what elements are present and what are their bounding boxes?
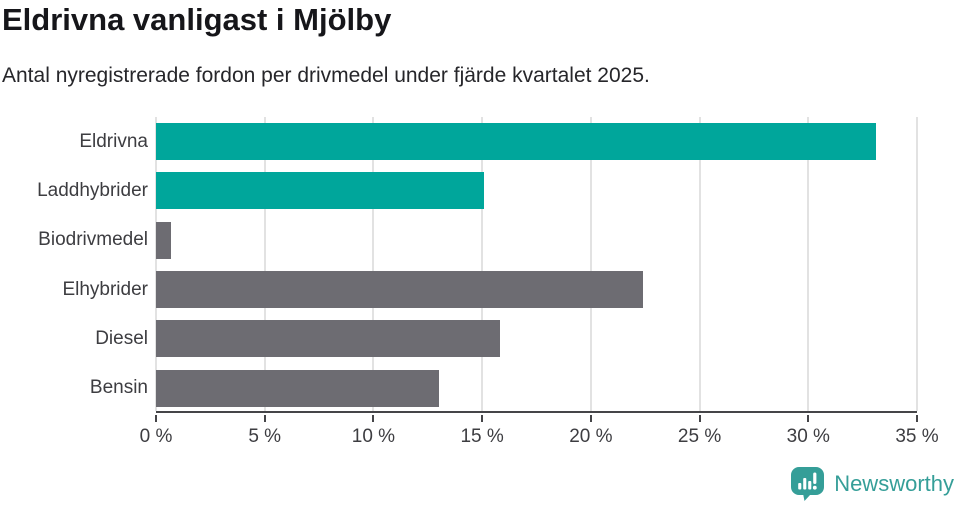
axis-tick-label: 0 %	[139, 426, 173, 447]
category-labels: Eldrivna Laddhybrider Biodrivmedel Elhybrid…	[0, 117, 148, 413]
bar-eldrivna	[156, 123, 876, 160]
bar-row	[156, 265, 917, 314]
axis-tick	[916, 415, 918, 422]
axis-tick	[589, 415, 592, 422]
axis-tick-label: 25 %	[677, 426, 722, 447]
bar-elhybrider	[156, 270, 644, 308]
axis-tick-label: 15 %	[460, 426, 504, 447]
category-label: Eldrivna	[79, 130, 148, 152]
axis-tick	[155, 415, 157, 422]
bar-biodrivmedel	[156, 221, 172, 259]
newsworthy-logo-link[interactable]: Newsworthy	[791, 467, 954, 501]
gridline	[807, 117, 810, 411]
bar-row	[156, 314, 917, 363]
newsworthy-wordmark: Newsworthy	[834, 471, 954, 496]
bar-row	[156, 166, 917, 215]
axis-tick-label: 30 %	[786, 426, 830, 447]
gridline	[698, 117, 701, 411]
bar-laddhybrider	[156, 172, 485, 210]
category-label: Biodrivmedel	[38, 229, 148, 251]
bar-diesel	[156, 320, 500, 358]
chart-subtitle: Antal nyregistrerade fordon per drivmede…	[2, 64, 650, 87]
axis-tick-label: 10 %	[351, 426, 396, 447]
gridline	[155, 117, 157, 411]
axis-tick-label: 35 %	[895, 426, 939, 447]
gridline	[481, 117, 484, 411]
chart-title: Eldrivna vanligast i Mjölby	[2, 2, 392, 37]
bar-row	[156, 364, 917, 413]
category-label: Bensin	[89, 377, 148, 399]
axis-tick	[372, 415, 375, 422]
axis-tick	[263, 415, 266, 422]
category-label: Elhybrider	[62, 278, 148, 300]
plot-area: 0 % 5 % 10 % 15 % 20 % 25 % 30 % 35 %	[140, 117, 939, 447]
axis-tick	[481, 415, 484, 422]
axis-tick	[807, 415, 810, 422]
gridline	[589, 117, 592, 411]
category-label: Laddhybrider	[37, 179, 148, 201]
bar-row	[156, 117, 917, 166]
newsworthy-icon	[791, 467, 825, 501]
axis-tick-label: 5 %	[248, 426, 282, 447]
gridline	[372, 117, 375, 411]
axis-tick-label: 20 %	[569, 426, 613, 447]
bar-bensin	[156, 369, 439, 407]
gridline	[916, 117, 918, 411]
axis-tick	[698, 415, 701, 422]
gridline	[263, 117, 266, 411]
bar-row	[156, 216, 917, 265]
category-label: Diesel	[95, 327, 148, 349]
